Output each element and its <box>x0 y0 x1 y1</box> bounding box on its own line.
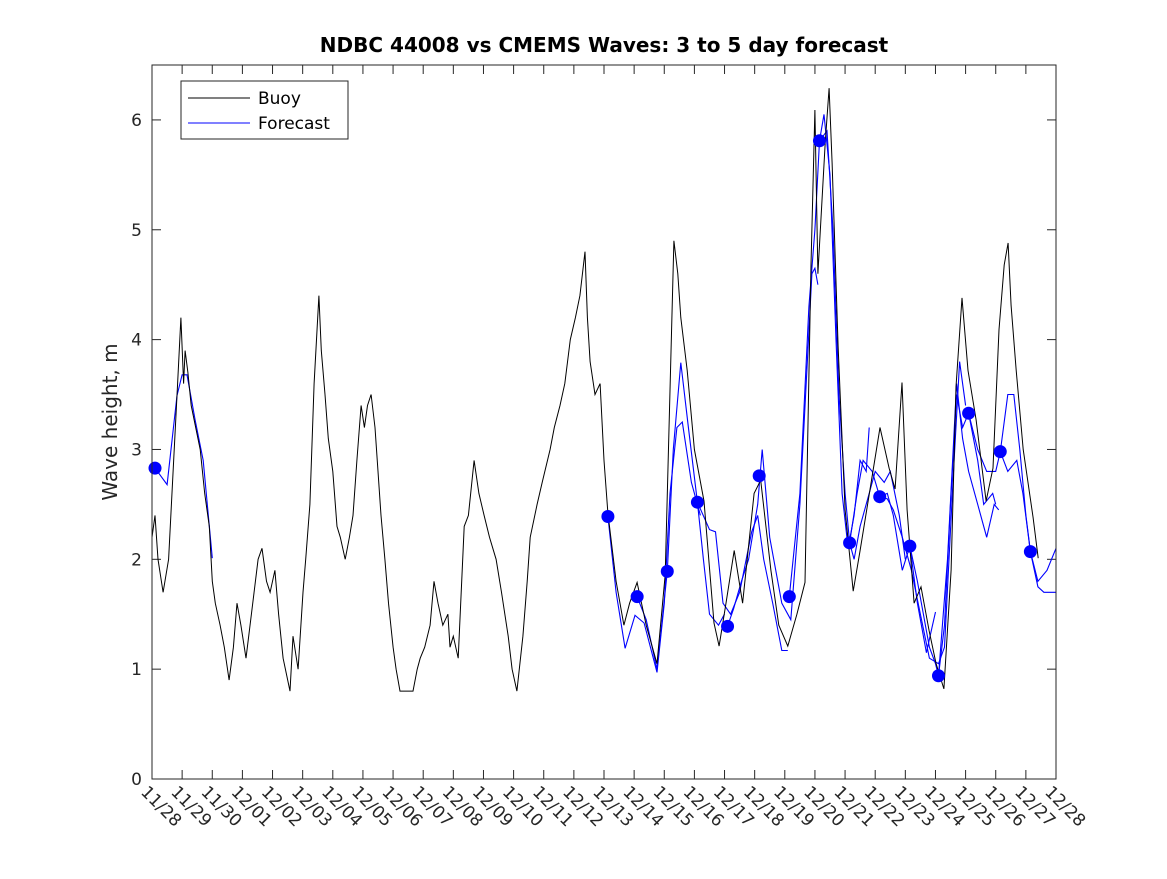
legend-box <box>180 80 349 140</box>
plot-area <box>152 65 1056 779</box>
forecast-line-3 <box>696 501 788 652</box>
y-tick-label: 4 <box>131 331 142 351</box>
y-tick-label: 3 <box>131 440 142 460</box>
forecast-start-marker <box>630 590 644 604</box>
y-tick-label: 0 <box>131 770 142 790</box>
forecast-start-marker <box>931 669 945 683</box>
y-tick-label: 2 <box>131 550 142 570</box>
forecast-start-marker <box>843 536 857 550</box>
forecast-start-marker <box>812 134 826 148</box>
plot-marks <box>148 88 1057 692</box>
forecast-start-marker <box>752 469 766 483</box>
forecast-start-marker <box>660 564 674 578</box>
legend-forecast-label: Forecast <box>258 114 330 134</box>
forecast-start-marker <box>1023 545 1037 559</box>
y-axis-label: Wave height, m <box>98 343 122 500</box>
forecast-line-10 <box>937 383 1000 676</box>
forecast-line-5 <box>788 114 870 597</box>
forecast-start-marker <box>873 490 887 504</box>
chart-title: NDBC 44008 vs CMEMS Waves: 3 to 5 day fo… <box>320 33 889 57</box>
legend-buoy-label: Buoy <box>258 89 301 109</box>
forecast-start-marker <box>903 539 917 553</box>
legend: Buoy Forecast <box>180 80 349 140</box>
forecast-start-marker <box>993 445 1007 459</box>
forecast-start-marker <box>721 619 735 633</box>
y-tick-label: 1 <box>131 660 142 680</box>
forecast-start-marker <box>962 406 976 420</box>
forecast-line-7 <box>849 459 937 653</box>
forecast-line-2 <box>636 362 725 670</box>
forecast-start-marker <box>601 509 615 523</box>
forecast-start-marker <box>148 461 162 475</box>
forecast-start-marker <box>690 495 704 509</box>
forecast-line-0 <box>154 374 213 559</box>
forecast-line-12 <box>999 451 1057 583</box>
y-tick-label: 5 <box>131 221 142 241</box>
axes-box <box>151 64 1057 780</box>
y-tick-label: 6 <box>131 111 142 131</box>
forecast-line-6 <box>819 129 906 560</box>
forecast-line-11 <box>968 393 1056 593</box>
forecast-start-marker <box>782 590 796 604</box>
